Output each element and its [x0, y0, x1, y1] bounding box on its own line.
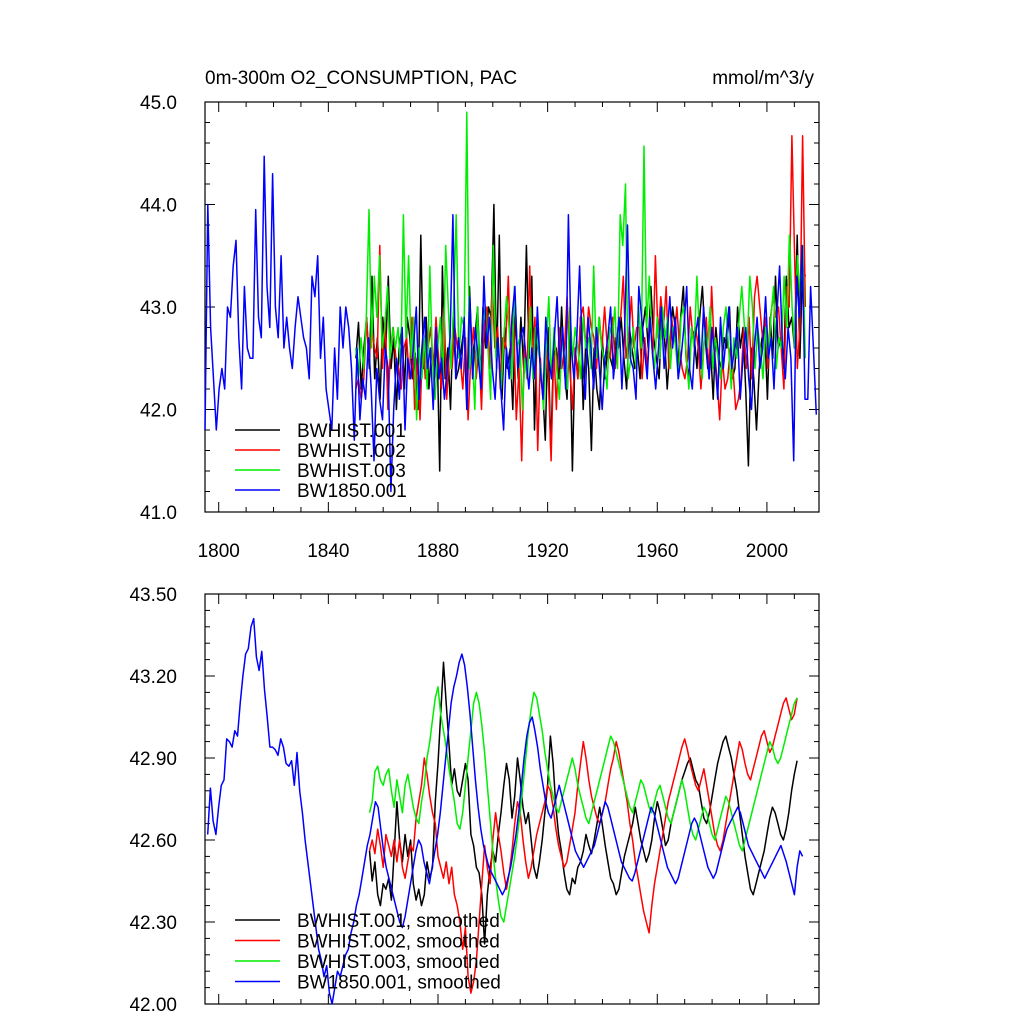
series-line-1 [368, 661, 798, 945]
x-tick-label: 1800 [198, 541, 240, 562]
y-tick-label: 43.20 [129, 667, 177, 688]
legend-label: BWHIST.003 [297, 461, 406, 482]
x-tick-label: 2000 [746, 541, 788, 562]
legend-label: BW1850.001, smoothed [297, 973, 501, 994]
y-tick-label: 43.0 [140, 298, 177, 319]
x-tick-label: 1920 [526, 541, 568, 562]
series-line-3 [368, 686, 798, 923]
legend-label: BW1850.001 [297, 481, 407, 502]
y-tick-label: 42.30 [129, 913, 177, 934]
y-tick-label: 42.0 [140, 401, 177, 422]
chart-title: 0m-300m O2_CONSUMPTION, PAC [205, 68, 517, 89]
units-label: mmol/m^3/y [712, 68, 814, 89]
y-tick-label: 43.50 [129, 585, 177, 606]
y-tick-label: 44.0 [140, 196, 177, 217]
y-tick-label: 42.60 [129, 831, 177, 852]
chart-panel-1: 41.0 42.0 43.0 44.0 45.0 1800 1840 1880 1920 1960… [140, 68, 820, 562]
series-line-4 [206, 617, 804, 1005]
y-tick-label: 41.0 [140, 503, 177, 524]
plot-frame [204, 593, 820, 1005]
series-line-3 [355, 111, 807, 421]
legend-label: BWHIST.001, smoothed [297, 911, 500, 932]
y-tick-label: 42.00 [129, 995, 177, 1016]
legend-label: BWHIST.002 [297, 441, 406, 462]
series-line-4 [204, 155, 818, 493]
series-line-2 [368, 697, 798, 994]
y-tick-label: 42.90 [129, 749, 177, 770]
x-tick-label: 1960 [636, 541, 678, 562]
legend-label: BWHIST.001 [297, 421, 406, 442]
y-tick-label: 45.0 [140, 93, 177, 114]
legend-label: BWHIST.003, smoothed [297, 952, 500, 973]
x-tick-label: 1840 [307, 541, 349, 562]
x-tick-label: 1880 [417, 541, 459, 562]
legend-label: BWHIST.002, smoothed [297, 932, 500, 953]
chart-panel-2: 42.00 42.30 42.60 42.90 43.20 43.50 BWHIST.001… [129, 585, 820, 1016]
